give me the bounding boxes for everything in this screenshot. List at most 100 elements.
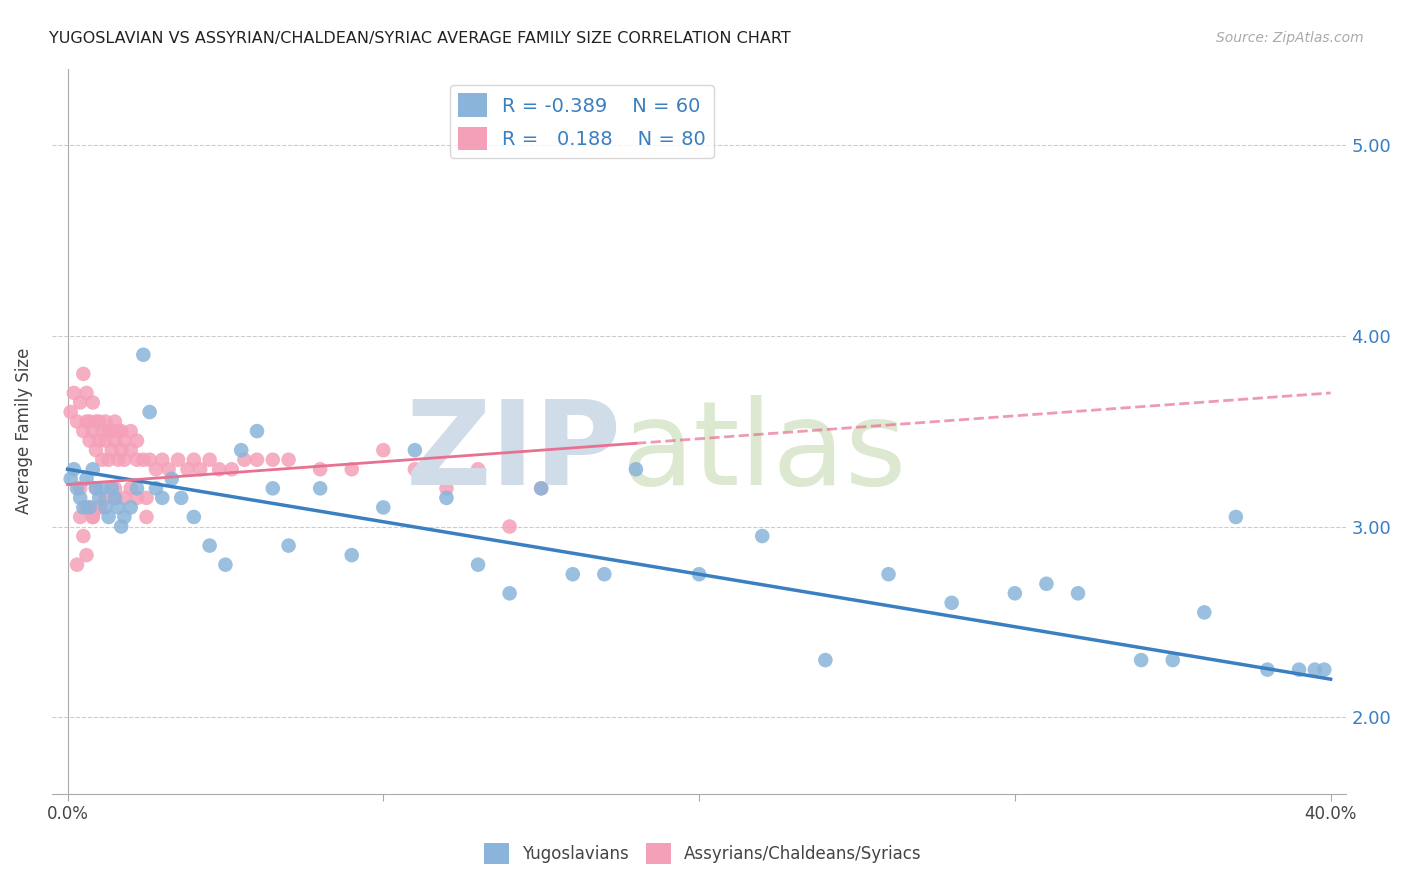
Point xyxy=(1256,663,1278,677)
Point xyxy=(104,434,127,448)
Point xyxy=(112,434,135,448)
Point xyxy=(188,462,211,476)
Point xyxy=(107,500,129,515)
Point xyxy=(112,452,135,467)
Point xyxy=(277,539,299,553)
Point xyxy=(82,424,104,438)
Point xyxy=(63,386,86,401)
Point xyxy=(436,491,458,505)
Point xyxy=(87,434,110,448)
Point xyxy=(100,424,122,438)
Point xyxy=(309,481,332,495)
Point xyxy=(150,491,173,505)
Point xyxy=(104,481,127,495)
Point xyxy=(94,500,117,515)
Point xyxy=(76,472,98,486)
Point xyxy=(94,491,117,505)
Point xyxy=(112,491,135,505)
Point xyxy=(82,462,104,476)
Point xyxy=(877,567,900,582)
Point xyxy=(160,472,183,486)
Point xyxy=(94,434,117,448)
Point xyxy=(91,481,114,495)
Point xyxy=(104,415,127,429)
Point xyxy=(167,452,190,467)
Point xyxy=(467,462,489,476)
Point xyxy=(72,424,94,438)
Point xyxy=(120,424,142,438)
Point xyxy=(1161,653,1184,667)
Text: YUGOSLAVIAN VS ASSYRIAN/CHALDEAN/SYRIAC AVERAGE FAMILY SIZE CORRELATION CHART: YUGOSLAVIAN VS ASSYRIAN/CHALDEAN/SYRIAC … xyxy=(49,31,792,46)
Point xyxy=(79,500,101,515)
Point xyxy=(72,367,94,381)
Point xyxy=(170,491,193,505)
Point xyxy=(79,500,101,515)
Point xyxy=(138,405,160,419)
Point xyxy=(231,443,253,458)
Point xyxy=(1288,663,1310,677)
Point xyxy=(561,567,583,582)
Point xyxy=(157,462,180,476)
Point xyxy=(135,510,157,524)
Point xyxy=(1004,586,1026,600)
Point xyxy=(1035,576,1057,591)
Point xyxy=(87,491,110,505)
Legend: R = -0.389    N = 60, R =   0.188    N = 80: R = -0.389 N = 60, R = 0.188 N = 80 xyxy=(450,86,714,158)
Text: ZIP: ZIP xyxy=(405,395,621,510)
Point xyxy=(66,558,89,572)
Point xyxy=(82,510,104,524)
Point xyxy=(138,452,160,467)
Point xyxy=(104,491,127,505)
Point xyxy=(84,481,107,495)
Point xyxy=(404,443,426,458)
Point xyxy=(110,424,132,438)
Point xyxy=(214,558,236,572)
Point xyxy=(246,424,269,438)
Point xyxy=(221,462,243,476)
Point xyxy=(1067,586,1090,600)
Point xyxy=(373,500,395,515)
Point xyxy=(79,415,101,429)
Point xyxy=(79,434,101,448)
Point xyxy=(69,510,91,524)
Point xyxy=(120,481,142,495)
Point xyxy=(340,462,363,476)
Point xyxy=(233,452,256,467)
Point xyxy=(145,462,167,476)
Point xyxy=(125,491,148,505)
Point xyxy=(262,452,284,467)
Point xyxy=(82,510,104,524)
Point xyxy=(59,472,82,486)
Point xyxy=(84,415,107,429)
Point xyxy=(530,481,553,495)
Point xyxy=(76,548,98,562)
Point xyxy=(373,443,395,458)
Point xyxy=(125,452,148,467)
Point xyxy=(150,452,173,467)
Point xyxy=(125,481,148,495)
Point xyxy=(198,539,221,553)
Point xyxy=(84,481,107,495)
Point xyxy=(467,558,489,572)
Point xyxy=(110,519,132,533)
Point xyxy=(498,519,520,533)
Point xyxy=(84,443,107,458)
Point xyxy=(59,405,82,419)
Point xyxy=(110,443,132,458)
Point xyxy=(198,452,221,467)
Text: atlas: atlas xyxy=(621,395,907,510)
Point xyxy=(208,462,231,476)
Point xyxy=(135,491,157,505)
Point xyxy=(1130,653,1153,667)
Point xyxy=(97,452,120,467)
Point xyxy=(132,452,155,467)
Point xyxy=(262,481,284,495)
Point xyxy=(72,529,94,543)
Point xyxy=(1194,606,1216,620)
Point xyxy=(498,586,520,600)
Point xyxy=(404,462,426,476)
Point xyxy=(63,462,86,476)
Point xyxy=(340,548,363,562)
Point xyxy=(72,500,94,515)
Point xyxy=(76,386,98,401)
